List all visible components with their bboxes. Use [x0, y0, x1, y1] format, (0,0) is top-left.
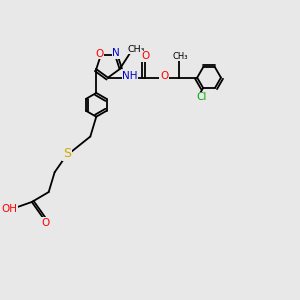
Text: CH₃: CH₃: [128, 45, 145, 54]
Text: O: O: [142, 51, 150, 61]
Text: O: O: [42, 218, 50, 228]
Text: N: N: [112, 48, 120, 58]
Text: Cl: Cl: [197, 92, 207, 102]
Text: O: O: [160, 71, 168, 81]
Text: S: S: [63, 147, 71, 160]
Text: OH: OH: [1, 204, 17, 214]
Text: NH: NH: [122, 71, 138, 81]
Text: O: O: [95, 49, 103, 59]
Text: CH₃: CH₃: [172, 52, 188, 61]
